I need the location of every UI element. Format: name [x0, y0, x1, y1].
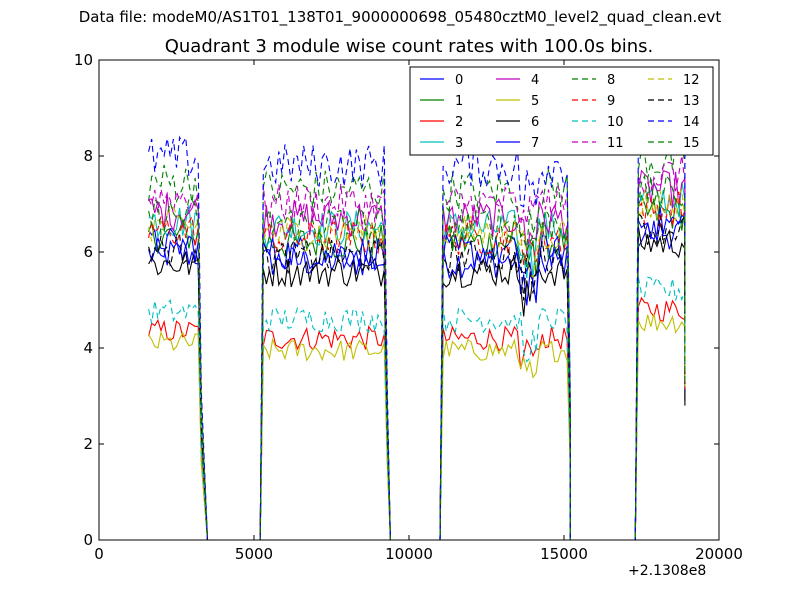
legend-label-3: 3: [455, 136, 463, 151]
series-line-0: [148, 215, 686, 541]
x-offset-label: +2.1308e8: [628, 563, 707, 579]
series-line-1: [148, 194, 686, 541]
y-tick-label: 10: [74, 51, 93, 69]
series-line-14: [148, 113, 686, 541]
legend-label-0: 0: [455, 73, 463, 88]
series-line-8: [148, 140, 686, 541]
legend-box: [409, 66, 714, 156]
y-tick-label: 0: [83, 531, 93, 549]
legend-label-10: 10: [607, 115, 624, 130]
legend-label-4: 4: [531, 73, 539, 88]
chart-title: Quadrant 3 module wise count rates with …: [164, 36, 654, 57]
y-tick-label: 6: [83, 243, 93, 261]
series-line-7: [148, 206, 686, 541]
x-tick-label: 10000: [385, 545, 433, 563]
legend-label-9: 9: [607, 94, 615, 109]
series-line-4: [148, 169, 686, 541]
legend-label-2: 2: [455, 115, 463, 130]
series-line-13: [148, 212, 686, 541]
x-tick-label: 15000: [540, 545, 588, 563]
y-tick-label: 2: [83, 435, 93, 453]
y-tick-label: 4: [83, 339, 93, 357]
series-line-3: [148, 181, 686, 541]
legend-label-7: 7: [531, 136, 539, 151]
x-tick-label: 0: [94, 545, 104, 563]
series-line-9: [148, 191, 686, 541]
series-line-10: [148, 276, 686, 541]
series-line-15: [148, 173, 686, 541]
legend-label-14: 14: [683, 115, 700, 130]
series-line-5: [148, 313, 686, 541]
x-tick-label: 5000: [235, 545, 273, 563]
y-tick-label: 8: [83, 147, 93, 165]
legend-label-13: 13: [683, 94, 700, 109]
legend-label-8: 8: [607, 73, 615, 88]
series-line-2: [148, 296, 686, 541]
legend-label-5: 5: [531, 94, 539, 109]
legend-label-15: 15: [683, 136, 700, 151]
series-line-6: [148, 226, 686, 541]
legend-label-1: 1: [455, 94, 463, 109]
legend-label-11: 11: [607, 136, 624, 151]
legend-label-12: 12: [683, 73, 700, 88]
series-line-11: [148, 155, 686, 541]
data-file-suptitle: Data file: modeM0/AS1T01_138T01_90000006…: [78, 8, 722, 26]
x-tick-label: 20000: [695, 545, 743, 563]
legend-label-6: 6: [531, 115, 539, 130]
series-line-12: [148, 187, 686, 541]
